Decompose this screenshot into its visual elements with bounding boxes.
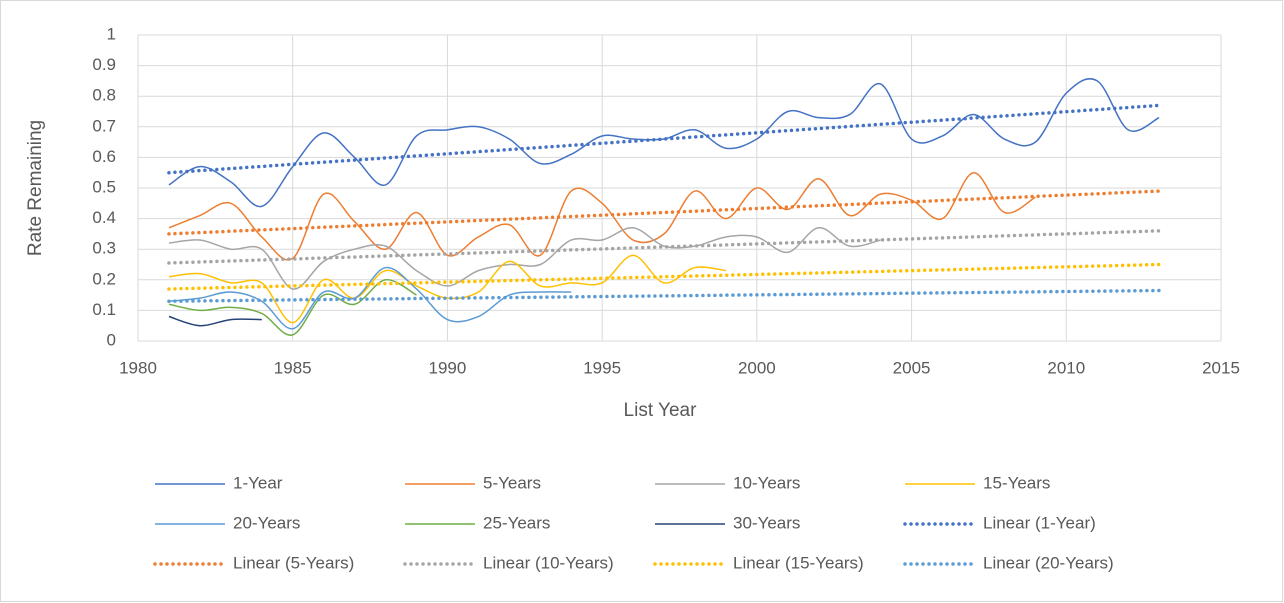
y-tick-label: 0.7 bbox=[92, 116, 116, 135]
y-tick-label: 0.4 bbox=[92, 208, 116, 227]
x-tick-label: 1980 bbox=[119, 358, 157, 377]
y-tick-label: 0.5 bbox=[92, 177, 116, 196]
legend-label: 30-Years bbox=[733, 513, 800, 532]
y-tick-label: 0.9 bbox=[92, 55, 116, 74]
y-tick-label: 0.2 bbox=[92, 269, 116, 288]
series-line bbox=[168, 78, 1160, 208]
x-tick-label: 2005 bbox=[893, 358, 931, 377]
legend-label: 20-Years bbox=[233, 513, 300, 532]
legend-label: 10-Years bbox=[733, 473, 800, 492]
y-tick-label: 0.3 bbox=[92, 239, 116, 258]
legend-label: Linear (5-Years) bbox=[233, 553, 354, 572]
series-line bbox=[168, 171, 1036, 261]
y-tick-label: 0.8 bbox=[92, 86, 116, 105]
series-line bbox=[168, 279, 417, 336]
legend-label: 15-Years bbox=[983, 473, 1050, 492]
x-tick-label: 2000 bbox=[738, 358, 776, 377]
x-tick-label: 2010 bbox=[1047, 358, 1085, 377]
x-tick-label: 1990 bbox=[429, 358, 467, 377]
legend-label: 5-Years bbox=[483, 473, 541, 492]
y-tick-label: 0.6 bbox=[92, 147, 116, 166]
series-line bbox=[168, 315, 262, 327]
series-line bbox=[168, 266, 572, 330]
series-line bbox=[168, 254, 727, 324]
x-tick-label: 1995 bbox=[583, 358, 621, 377]
series-line bbox=[168, 227, 881, 290]
legend-label: 25-Years bbox=[483, 513, 550, 532]
y-tick-label: 1 bbox=[107, 24, 116, 43]
legend-label: Linear (10-Years) bbox=[483, 553, 614, 572]
y-tick-label: 0 bbox=[107, 330, 116, 349]
legend-label: Linear (1-Year) bbox=[983, 513, 1096, 532]
x-tick-label: 2015 bbox=[1202, 358, 1240, 377]
x-axis-title: List Year bbox=[624, 400, 698, 421]
y-axis-title: Rate Remaining bbox=[25, 120, 46, 256]
legend-label: Linear (15-Years) bbox=[733, 553, 864, 572]
trend-line bbox=[167, 103, 1161, 175]
legend-label: 1-Year bbox=[233, 473, 283, 492]
x-tick-label: 1985 bbox=[274, 358, 312, 377]
y-tick-label: 0.1 bbox=[92, 300, 116, 319]
legend-label: Linear (20-Years) bbox=[983, 553, 1114, 572]
